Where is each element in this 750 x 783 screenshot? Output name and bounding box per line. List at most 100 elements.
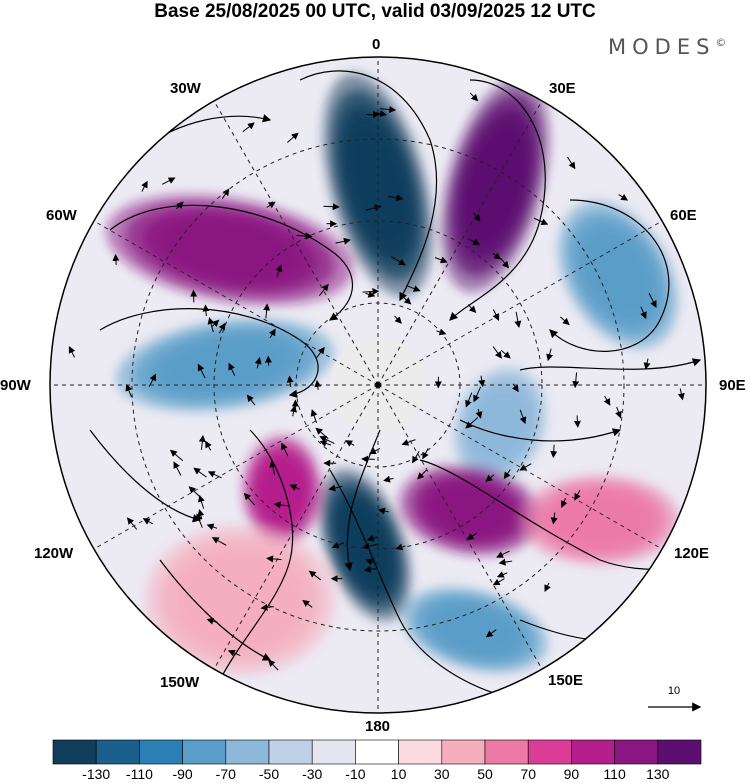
wind-vector (273, 501, 291, 509)
meridian-line (377, 220, 663, 386)
wind-vector (286, 132, 299, 143)
wind-vector (228, 362, 236, 376)
colorbar-swatch (311, 739, 356, 765)
wind-vector (173, 461, 182, 476)
meridian-line (93, 384, 379, 550)
wind-vector (218, 322, 226, 334)
colorbar-tick-label: 110 (603, 766, 626, 782)
wind-vector (308, 570, 322, 581)
colorbar-swatch (268, 739, 313, 765)
map-disk (50, 57, 706, 713)
meridian-line (93, 220, 379, 386)
colorbar-tick-label: -10 (345, 766, 365, 782)
map-title: Base 25/08/2025 00 UTC, valid 03/09/2025… (154, 1, 596, 22)
anomaly-center (440, 78, 550, 292)
anomaly-center (242, 435, 322, 545)
colorbar-tick-label: 130 (646, 766, 670, 782)
wind-vector (475, 408, 483, 419)
wind-vector (365, 290, 376, 298)
brand-logo: MODES© (608, 35, 726, 59)
wind-vector (467, 304, 477, 314)
anomaly-center (106, 194, 354, 306)
wind-vector (281, 442, 289, 457)
wind-vector (363, 565, 378, 573)
wind-vector (267, 659, 279, 671)
meridian-line (377, 384, 663, 550)
wind-vector (383, 475, 394, 483)
wind-vector (377, 507, 389, 515)
colorbar-tick-label: 30 (434, 766, 450, 782)
streamline (519, 358, 702, 371)
wind-vector (275, 264, 283, 277)
colorbar-swatch (527, 739, 572, 765)
wind-vector (496, 571, 508, 578)
latitude-circle (131, 138, 625, 632)
pole-marker (375, 382, 381, 388)
wind-vector (197, 508, 205, 520)
wind-vector (468, 238, 481, 246)
colorbar-swatch (614, 739, 659, 765)
wind-vector (514, 311, 522, 328)
wind-vector (465, 417, 479, 429)
colorbar-tick-label: -90 (172, 766, 192, 782)
colorbar-swatch (484, 739, 529, 765)
wind-vector (500, 350, 511, 359)
wind-vector (362, 288, 380, 296)
wind-vector (511, 383, 519, 393)
reference-vector-label: 10 (668, 685, 680, 697)
colorbar-swatch (657, 739, 702, 765)
lon-label-120e: 120E (674, 545, 710, 562)
wind-vector (286, 375, 294, 388)
wind-vector (546, 348, 554, 362)
wind-vector (492, 346, 503, 359)
wind-vector (323, 203, 340, 211)
meridian-line (377, 100, 543, 386)
lon-label-30e: 30E (549, 80, 576, 97)
wind-vector (290, 405, 297, 417)
streamline (159, 559, 272, 661)
wind-vector (142, 518, 153, 525)
wind-vector (473, 212, 481, 222)
wind-vector (412, 450, 420, 464)
colorbar-tick-label: -110 (126, 766, 153, 782)
wind-vector (544, 582, 551, 592)
wind-vector (677, 388, 685, 401)
brand-name: MODES (608, 35, 716, 59)
wind-vector (206, 523, 218, 531)
colorbar-swatch (398, 739, 443, 765)
lon-label-180: 180 (365, 718, 391, 735)
colorbar-tick-label: -70 (216, 766, 236, 782)
wind-vector (266, 555, 282, 563)
colorbar-tick-label: -50 (259, 766, 279, 782)
wind-vector (331, 541, 345, 549)
wind-vector (269, 460, 277, 475)
map-border (49, 56, 707, 714)
wind-vector (567, 156, 576, 170)
wind-vector (485, 629, 497, 638)
wind-vector (434, 256, 448, 264)
wind-vector (492, 578, 505, 586)
wind-vector (162, 177, 176, 185)
wind-vector (603, 395, 611, 406)
wind-vector (68, 346, 76, 358)
wind-vector (211, 537, 227, 546)
wind-vector (141, 180, 148, 192)
wind-vector (193, 467, 207, 478)
colorbar-tick-label: 70 (520, 766, 536, 782)
colorbar-swatch (441, 739, 486, 765)
wind-vector (315, 346, 325, 359)
wind-vector (206, 617, 218, 625)
streamline (89, 429, 202, 523)
colorbar-swatch (571, 739, 615, 765)
wind-vector (640, 306, 647, 320)
colorbar-swatch (182, 739, 227, 765)
lon-label-150e: 150E (548, 672, 584, 689)
lon-label-120w: 120W (34, 545, 74, 562)
wind-vector (169, 449, 184, 462)
wind-vector (407, 285, 421, 292)
colorbar-swatch (95, 739, 140, 765)
wind-vector (572, 372, 580, 389)
copyright-mark: © (715, 36, 727, 49)
wind-vector (573, 415, 581, 428)
colorbar: -130 -110 -90 -70 -50 -30 -10 10 30 50 70 90 110 130 (52, 739, 702, 782)
